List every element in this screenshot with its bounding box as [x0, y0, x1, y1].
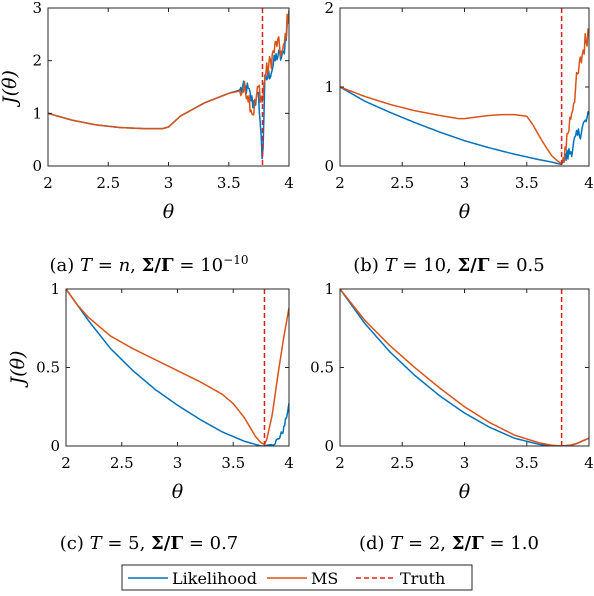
legend-label-truth: Truth: [400, 569, 445, 588]
y-tick-label: 1: [50, 280, 60, 298]
y-tick-label: 3: [32, 0, 42, 17]
x-tick-label: 2: [335, 174, 345, 192]
x-tick-label: 3: [460, 174, 470, 192]
x-tick-label: 3.5: [221, 454, 245, 472]
x-tick-label: 3.5: [515, 454, 539, 472]
x-tick-label: 3.5: [217, 174, 241, 192]
panel-c: 2 2.5 3 3.5 4 0 0.5 1 θ J(θ) (c) T = 5, Σ/Γ = 0.7: [7, 280, 294, 554]
axes-box: [47, 7, 290, 167]
panel-d: 2 2.5 3 3.5 4 0 0.5 1 θ (d) T = 2, Σ/Γ = 1.0: [310, 280, 594, 554]
y-tick-label: 0: [50, 437, 60, 455]
x-tick-label: 3: [164, 174, 174, 192]
series-likelihood-line: [340, 289, 589, 446]
x-tick-label: 3: [460, 454, 470, 472]
series-likelihood-line: [48, 10, 289, 160]
axes-box: [339, 288, 590, 447]
x-tick-label: 2: [43, 174, 53, 192]
x-tick-label: 2.5: [390, 454, 414, 472]
panel-caption: (c) T = 5, Σ/Γ = 0.7: [60, 533, 239, 554]
x-tick-label: 4: [584, 174, 594, 192]
panel-caption: (a) T = n, Σ/Γ = 10−10: [50, 253, 249, 276]
series-likelihood-line: [66, 289, 289, 446]
x-tick-label: 3.5: [515, 174, 539, 192]
axes-box: [65, 288, 290, 447]
series-ms-line: [340, 289, 589, 446]
x-tick-label: 2.5: [110, 454, 134, 472]
y-tick-label: 0.5: [310, 359, 334, 377]
x-tick-label: 2.5: [96, 174, 120, 192]
x-tick-label: 2: [61, 454, 71, 472]
x-tick-label: 2.5: [390, 174, 414, 192]
y-tick-label: 0: [324, 437, 334, 455]
legend-label-ms: MS: [311, 569, 338, 588]
y-tick-label: 1: [32, 104, 42, 122]
x-tick-label: 4: [284, 454, 294, 472]
panel-caption: (d) T = 2, Σ/Γ = 1.0: [359, 533, 539, 554]
y-tick-label: 0.5: [36, 359, 60, 377]
y-tick-label: 2: [32, 52, 42, 70]
x-tick-label: 4: [584, 454, 594, 472]
x-tick-label: 3: [173, 454, 183, 472]
panel-caption: (b) T = 10, Σ/Γ = 0.5: [353, 255, 544, 276]
x-tick-label: 2: [335, 454, 345, 472]
legend: Likelihood MS Truth: [121, 564, 473, 591]
x-axis-label: θ: [163, 201, 175, 223]
x-tick-label: 4: [284, 174, 294, 192]
panel-a: 2 2.5 3 3.5 4 0 1 2 3 θ J(θ) (a) T = n, Σ/Γ = 10−10: [0, 0, 294, 276]
y-axis-label: J(θ): [0, 70, 21, 108]
y-tick-label: 0: [32, 157, 42, 175]
y-tick-label: 1: [324, 280, 334, 298]
y-tick-label: 0: [324, 157, 334, 175]
legend-label-likelihood: Likelihood: [172, 569, 257, 588]
x-axis-label: θ: [172, 481, 184, 503]
axes-box: [339, 7, 590, 167]
series-ms-line: [66, 289, 289, 446]
series-likelihood-line: [340, 86, 589, 166]
series-ms-line: [340, 28, 589, 165]
x-axis-label: θ: [459, 201, 471, 223]
panel-b: 2 2.5 3 3.5 4 0 1 2 θ (b) T = 10, Σ/Γ = 0.5: [324, 0, 593, 276]
y-axis-label: J(θ): [7, 351, 29, 389]
series-ms-line: [48, 12, 289, 130]
y-tick-label: 2: [324, 0, 334, 17]
x-axis-label: θ: [459, 481, 471, 503]
y-tick-label: 1: [324, 78, 334, 96]
